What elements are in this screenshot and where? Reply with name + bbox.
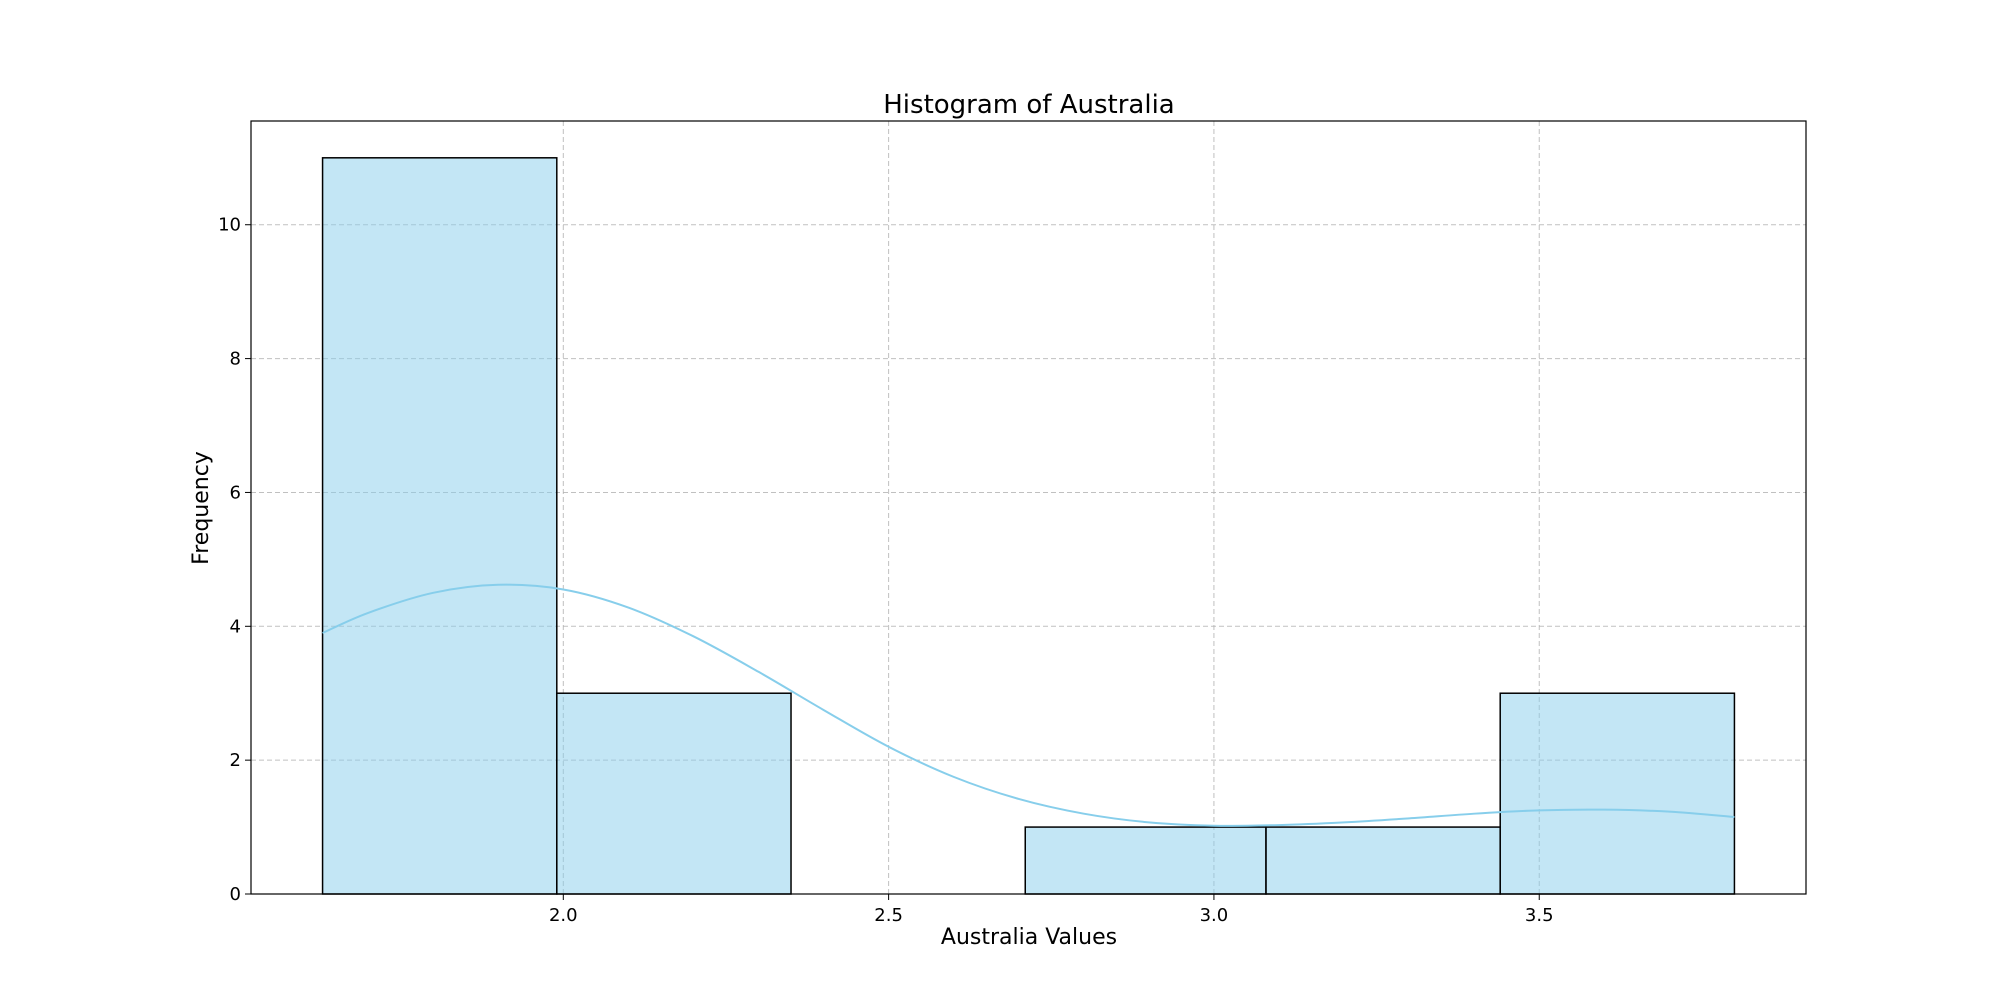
x-tick-label: 3.5 [1525,905,1554,926]
y-tick-label: 2 [230,750,241,771]
y-tick-label: 10 [218,215,241,236]
y-tick-label: 0 [230,884,241,905]
histogram-bar [321,157,558,895]
x-axis-label: Australia Values [941,925,1117,950]
x-tick-label: 3.0 [1200,905,1229,926]
y-tick-label: 4 [230,616,241,637]
histogram-bar [556,692,792,895]
y-tick-label: 6 [230,482,241,503]
histogram-bar [1499,692,1736,895]
histogram-bar [1265,826,1501,895]
x-tick-label: 2.0 [549,905,578,926]
x-tick-label: 2.5 [874,905,903,926]
chart-title: Histogram of Australia [883,90,1174,120]
y-axis-ticks: 0 2 4 6 8 10 [218,215,251,905]
y-axis-label: Frequency [189,451,214,565]
kde-curve [322,583,1735,827]
plot-frame [250,120,1807,895]
histogram-bar [1024,826,1267,895]
y-tick-label: 8 [230,349,241,370]
histogram-bars [321,157,1736,895]
x-axis-ticks: 2.0 2.5 3.0 3.5 [549,894,1554,926]
